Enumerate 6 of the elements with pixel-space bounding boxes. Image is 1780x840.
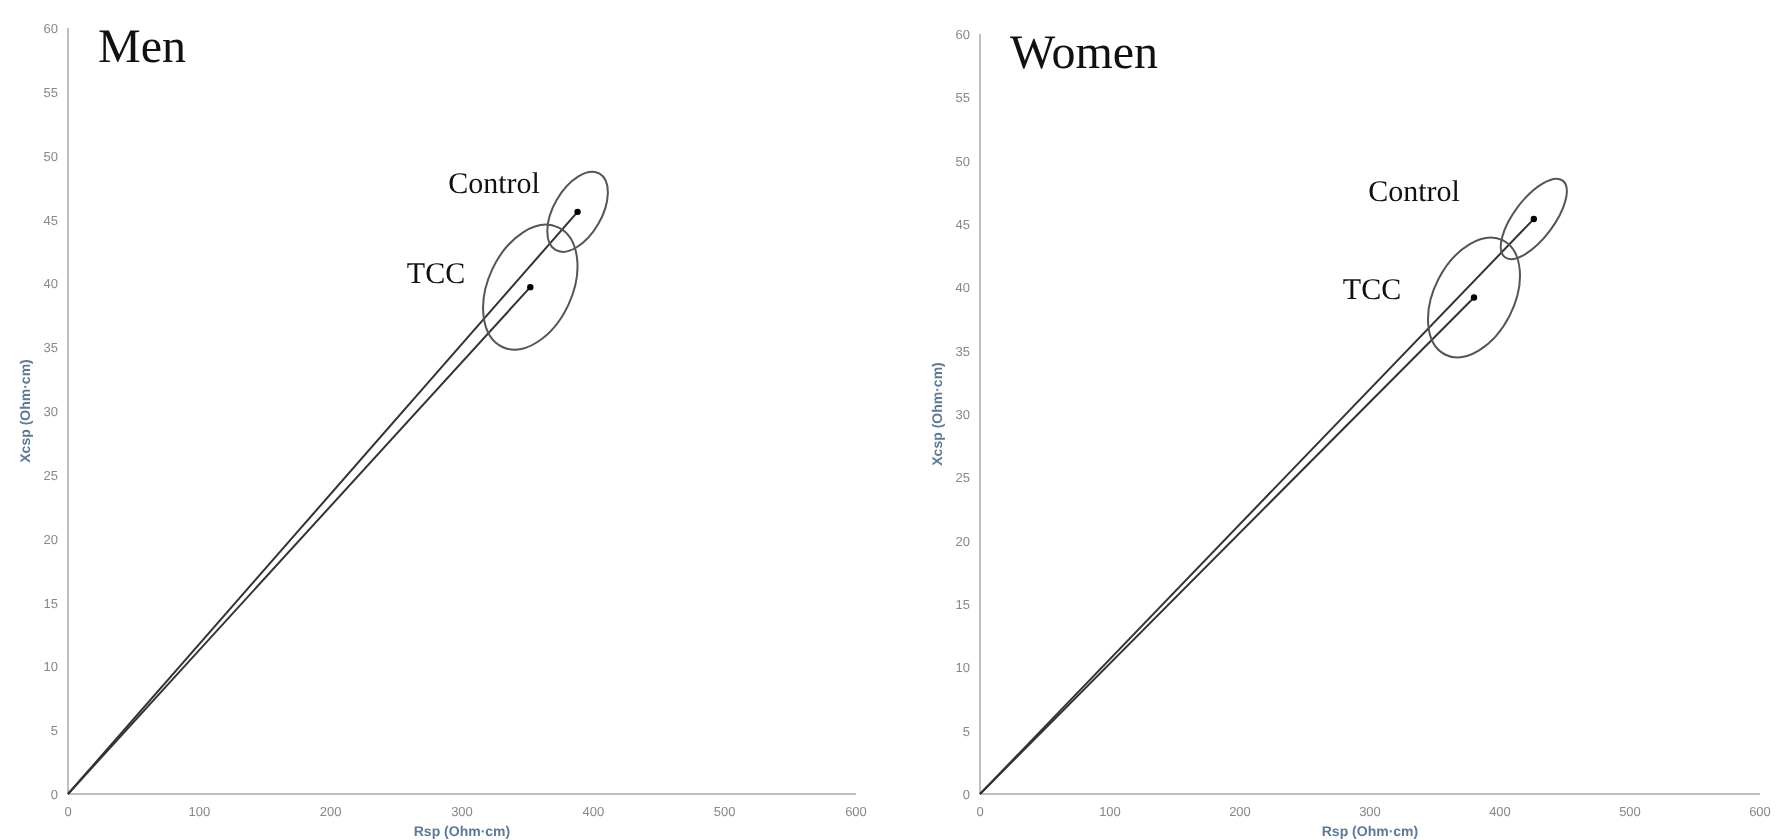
chart-title: Women: [1010, 28, 1159, 80]
annotation: Control: [448, 168, 540, 201]
annotation: TCC: [406, 258, 466, 291]
annotation: Control: [1368, 176, 1460, 209]
annotation: TCC: [1342, 274, 1402, 307]
chart-title: Men: [98, 22, 186, 74]
